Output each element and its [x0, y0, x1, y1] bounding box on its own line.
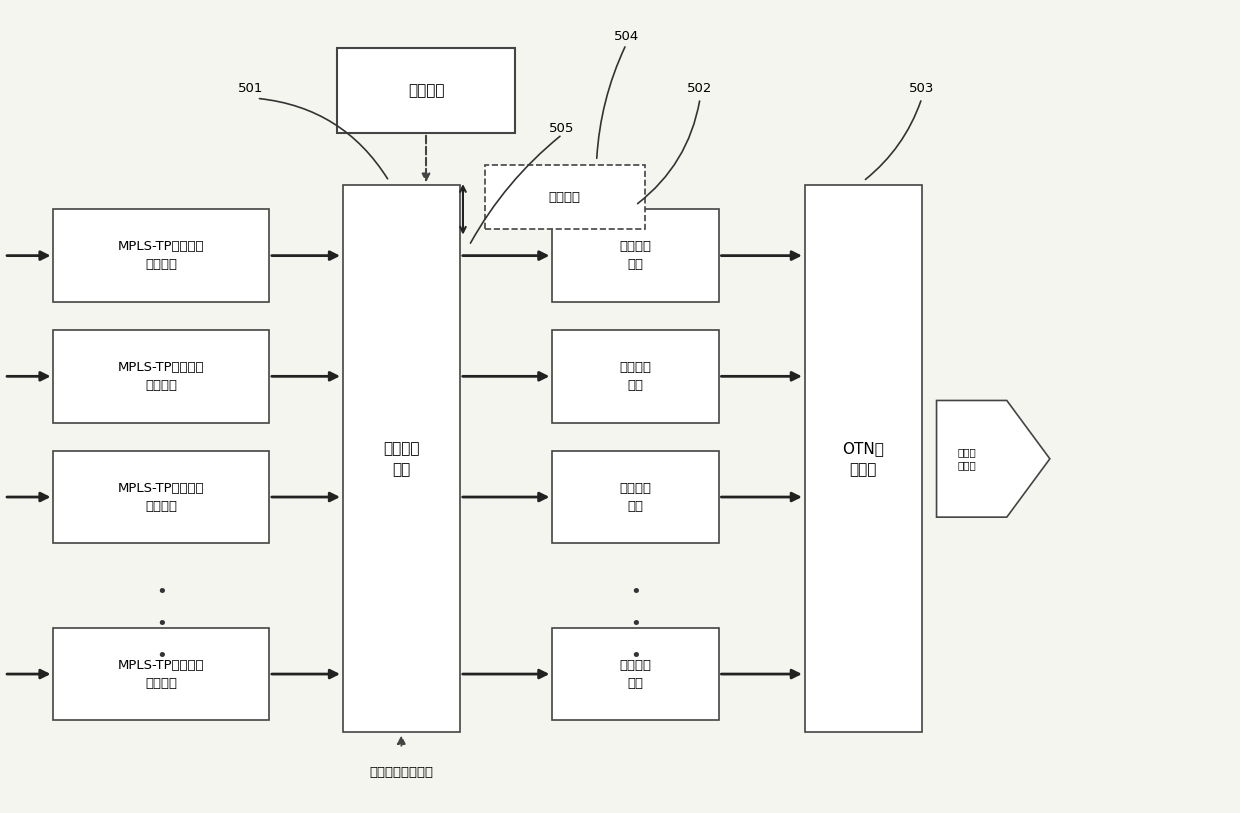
- Bar: [552, 450, 718, 543]
- Bar: [552, 330, 718, 423]
- Bar: [805, 185, 921, 733]
- Text: 网管系统: 网管系统: [408, 83, 444, 98]
- Text: OTN映
射模块: OTN映 射模块: [842, 441, 884, 476]
- Text: 通道配置
模块: 通道配置 模块: [383, 441, 419, 476]
- Text: 数据封装
模块: 数据封装 模块: [620, 240, 651, 271]
- Text: 数据封装
模块: 数据封装 模块: [620, 361, 651, 392]
- Text: •: •: [156, 615, 167, 633]
- Text: MPLS-TP数据通道
接口模块: MPLS-TP数据通道 接口模块: [118, 481, 205, 512]
- Text: 503: 503: [909, 82, 935, 95]
- Bar: [53, 210, 269, 302]
- Bar: [552, 628, 718, 720]
- Bar: [343, 185, 460, 733]
- Bar: [485, 165, 645, 229]
- Bar: [337, 49, 516, 133]
- Text: 504: 504: [614, 30, 639, 43]
- Text: 505: 505: [549, 123, 575, 136]
- Text: •: •: [631, 647, 641, 665]
- Bar: [53, 330, 269, 423]
- Text: •: •: [156, 583, 167, 601]
- Polygon shape: [936, 401, 1050, 517]
- Text: •: •: [631, 615, 641, 633]
- Bar: [53, 628, 269, 720]
- Text: 502: 502: [687, 82, 713, 95]
- Text: 数据封装
模块: 数据封装 模块: [620, 481, 651, 512]
- Text: •: •: [631, 583, 641, 601]
- Text: MPLS-TP数据通道
接口模块: MPLS-TP数据通道 接口模块: [118, 659, 205, 689]
- Bar: [552, 210, 718, 302]
- Text: MPLS-TP数据通道
接口模块: MPLS-TP数据通道 接口模块: [118, 361, 205, 392]
- Text: 多波长
光信号: 多波长 光信号: [957, 447, 977, 471]
- Text: 数据封装
模块: 数据封装 模块: [620, 659, 651, 689]
- Text: •: •: [156, 647, 167, 665]
- Bar: [53, 450, 269, 543]
- Text: 501: 501: [238, 82, 263, 95]
- Text: 主站服务等级请求: 主站服务等级请求: [370, 766, 433, 779]
- Text: 缓存资源: 缓存资源: [548, 191, 580, 204]
- Text: MPLS-TP数据通道
接口模块: MPLS-TP数据通道 接口模块: [118, 240, 205, 271]
